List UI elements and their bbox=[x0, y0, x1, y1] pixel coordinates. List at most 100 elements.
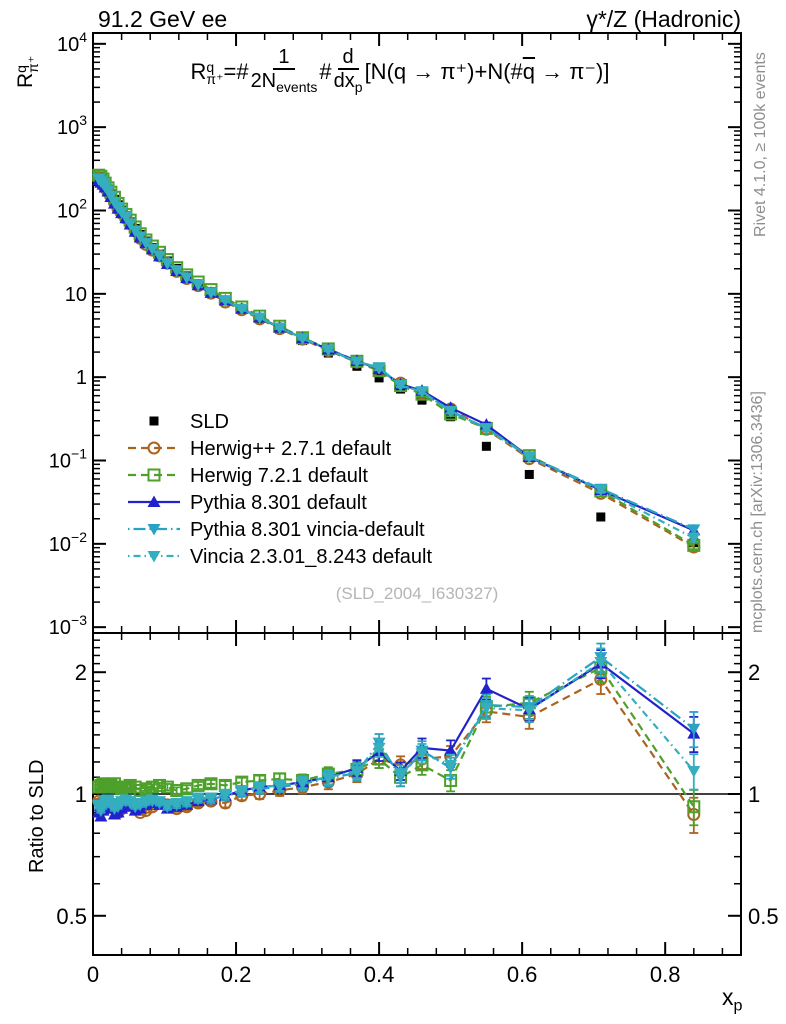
formula-rhs: [N(q → π⁺)+N(#q → π⁻)] bbox=[364, 59, 610, 84]
legend-label: Herwig++ 2.7.1 default bbox=[190, 438, 392, 460]
mc-data-point-ratio bbox=[687, 723, 701, 736]
main-y-tick-label: 10−3 bbox=[49, 612, 87, 639]
mc-data-point-ratio bbox=[180, 796, 194, 808]
mc-data-point-ratio bbox=[479, 682, 493, 694]
formula-frac2: d dxp bbox=[333, 46, 363, 95]
mc-data-point-main bbox=[296, 333, 310, 345]
mc-data-point-main bbox=[133, 231, 147, 243]
formula-r-sub: π⁺ bbox=[206, 71, 224, 87]
main-y-tick-label: 10 bbox=[65, 284, 87, 306]
mc-data-point-ratio bbox=[522, 705, 536, 717]
x-axis-title: xp bbox=[722, 984, 743, 1015]
main-y-tick-label: 103 bbox=[57, 112, 87, 139]
main-y-axis-title: R q π⁺ bbox=[13, 55, 41, 88]
sld-data-point bbox=[374, 373, 384, 383]
mc-data-point-ratio bbox=[170, 798, 184, 810]
mc-data-point-main bbox=[394, 379, 408, 392]
rivet-version-note: Rivet 4.1.0, ≥ 100k events bbox=[752, 52, 769, 237]
ratio-y-tick-label: 1 bbox=[75, 782, 87, 807]
legend-marker bbox=[147, 441, 161, 455]
mc-data-point-main bbox=[594, 484, 608, 497]
mc-data-point-ratio bbox=[415, 748, 429, 760]
x-tick-label: 0.8 bbox=[650, 962, 681, 987]
mc-data-point-ratio bbox=[594, 656, 608, 669]
main-y-tick-label: 104 bbox=[57, 29, 87, 56]
mc-data-point-main bbox=[479, 423, 493, 436]
legend-marker bbox=[147, 495, 161, 507]
mc-data-point-main bbox=[687, 524, 701, 536]
legend-label: Herwig 7.2.1 default bbox=[190, 465, 368, 487]
mc-data-point-ratio bbox=[191, 778, 205, 792]
mc-data-point-ratio bbox=[687, 800, 701, 814]
mc-data-point-main bbox=[273, 322, 287, 335]
mc-data-point-ratio bbox=[479, 703, 493, 715]
ratio-y-tick-label-right: 1 bbox=[748, 782, 760, 807]
formula-hash: # bbox=[319, 59, 332, 84]
mc-data-point-ratio bbox=[153, 796, 167, 808]
sld-data-point bbox=[524, 469, 534, 479]
formula-r-sup: q bbox=[206, 59, 215, 75]
main-y-tick-label: 10−2 bbox=[49, 529, 87, 556]
mc-data-point-main bbox=[415, 386, 429, 399]
mc-data-point-ratio bbox=[296, 777, 310, 789]
mc-data-point-ratio bbox=[204, 792, 218, 805]
x-tick-label: 0 bbox=[87, 962, 99, 987]
legend-marker bbox=[147, 524, 161, 536]
mc-data-point-ratio bbox=[444, 744, 458, 756]
ylabel-sub: π⁺ bbox=[25, 55, 41, 73]
mc-data-point-main bbox=[123, 218, 137, 230]
mc-data-point-ratio bbox=[372, 742, 386, 755]
mc-data-point-main bbox=[444, 405, 458, 418]
main-y-tick-label: 1 bbox=[76, 367, 87, 389]
formula-eq: =# bbox=[223, 59, 249, 84]
mc-data-point-ratio bbox=[153, 778, 167, 792]
x-tick-label: 0.2 bbox=[221, 962, 252, 987]
sld-data-point bbox=[481, 441, 491, 451]
ratio-y-tick-label: 0.5 bbox=[56, 904, 87, 929]
sld-data-point bbox=[596, 512, 606, 522]
legend-label: Pythia 8.301 vincia-default bbox=[190, 519, 425, 541]
mc-data-point-main bbox=[160, 258, 174, 270]
main-y-tick-label: 102 bbox=[57, 196, 87, 223]
legend-marker bbox=[147, 551, 161, 563]
mc-curve-main bbox=[97, 179, 695, 532]
formula-frac1: 1 2Nevents bbox=[250, 46, 318, 95]
mc-data-point-main bbox=[153, 250, 167, 263]
x-tick-label: 0.4 bbox=[364, 962, 395, 987]
mc-data-point-main bbox=[321, 344, 335, 357]
mc-data-point-ratio bbox=[218, 789, 232, 801]
x-tick-label: 0.6 bbox=[507, 962, 538, 987]
mc-data-point-ratio bbox=[273, 780, 287, 792]
legend-label: Pythia 8.301 default bbox=[190, 492, 367, 514]
observable-formula: R q π⁺ =# 1 2Nevents # d dxp [N(q → π⁺)+… bbox=[150, 46, 650, 98]
mc-data-point-main bbox=[687, 533, 701, 545]
mc-data-point-ratio bbox=[145, 780, 159, 794]
mcplots-note: mcplots.cern.ch [arXiv:1306.3436] bbox=[749, 391, 766, 633]
formula-r: R bbox=[190, 59, 207, 84]
qbar: q bbox=[522, 59, 536, 84]
mc-data-point-ratio bbox=[191, 792, 205, 805]
energy-title: 91.2 GeV ee bbox=[98, 6, 228, 32]
mc-data-point-main bbox=[218, 295, 232, 307]
mc-data-point-main bbox=[522, 452, 536, 464]
mc-data-point-ratio bbox=[204, 777, 218, 791]
mc-data-point-main bbox=[372, 363, 386, 375]
mc-data-point-ratio bbox=[350, 765, 364, 778]
mc-data-point-ratio bbox=[394, 769, 408, 781]
mc-data-point-ratio bbox=[253, 782, 267, 794]
mc-data-point-main bbox=[104, 190, 118, 203]
process-title: γ*/Z (Hadronic) bbox=[586, 6, 741, 32]
legend-marker bbox=[147, 468, 161, 482]
ratio-y-axis-title: Ratio to SLD bbox=[26, 759, 48, 873]
mc-data-point-main bbox=[180, 272, 194, 284]
ratio-y-tick-label-right: 2 bbox=[748, 660, 760, 685]
mc-curve-main bbox=[97, 178, 695, 531]
mc-data-point-main bbox=[253, 312, 267, 324]
legend-label: SLD bbox=[190, 411, 229, 433]
mc-data-point-main bbox=[191, 279, 205, 292]
mc-data-point-main bbox=[235, 303, 249, 316]
mc-data-point-main bbox=[119, 212, 133, 224]
ratio-y-tick-label: 2 bbox=[75, 660, 87, 685]
main-panel-frame bbox=[92, 32, 742, 634]
